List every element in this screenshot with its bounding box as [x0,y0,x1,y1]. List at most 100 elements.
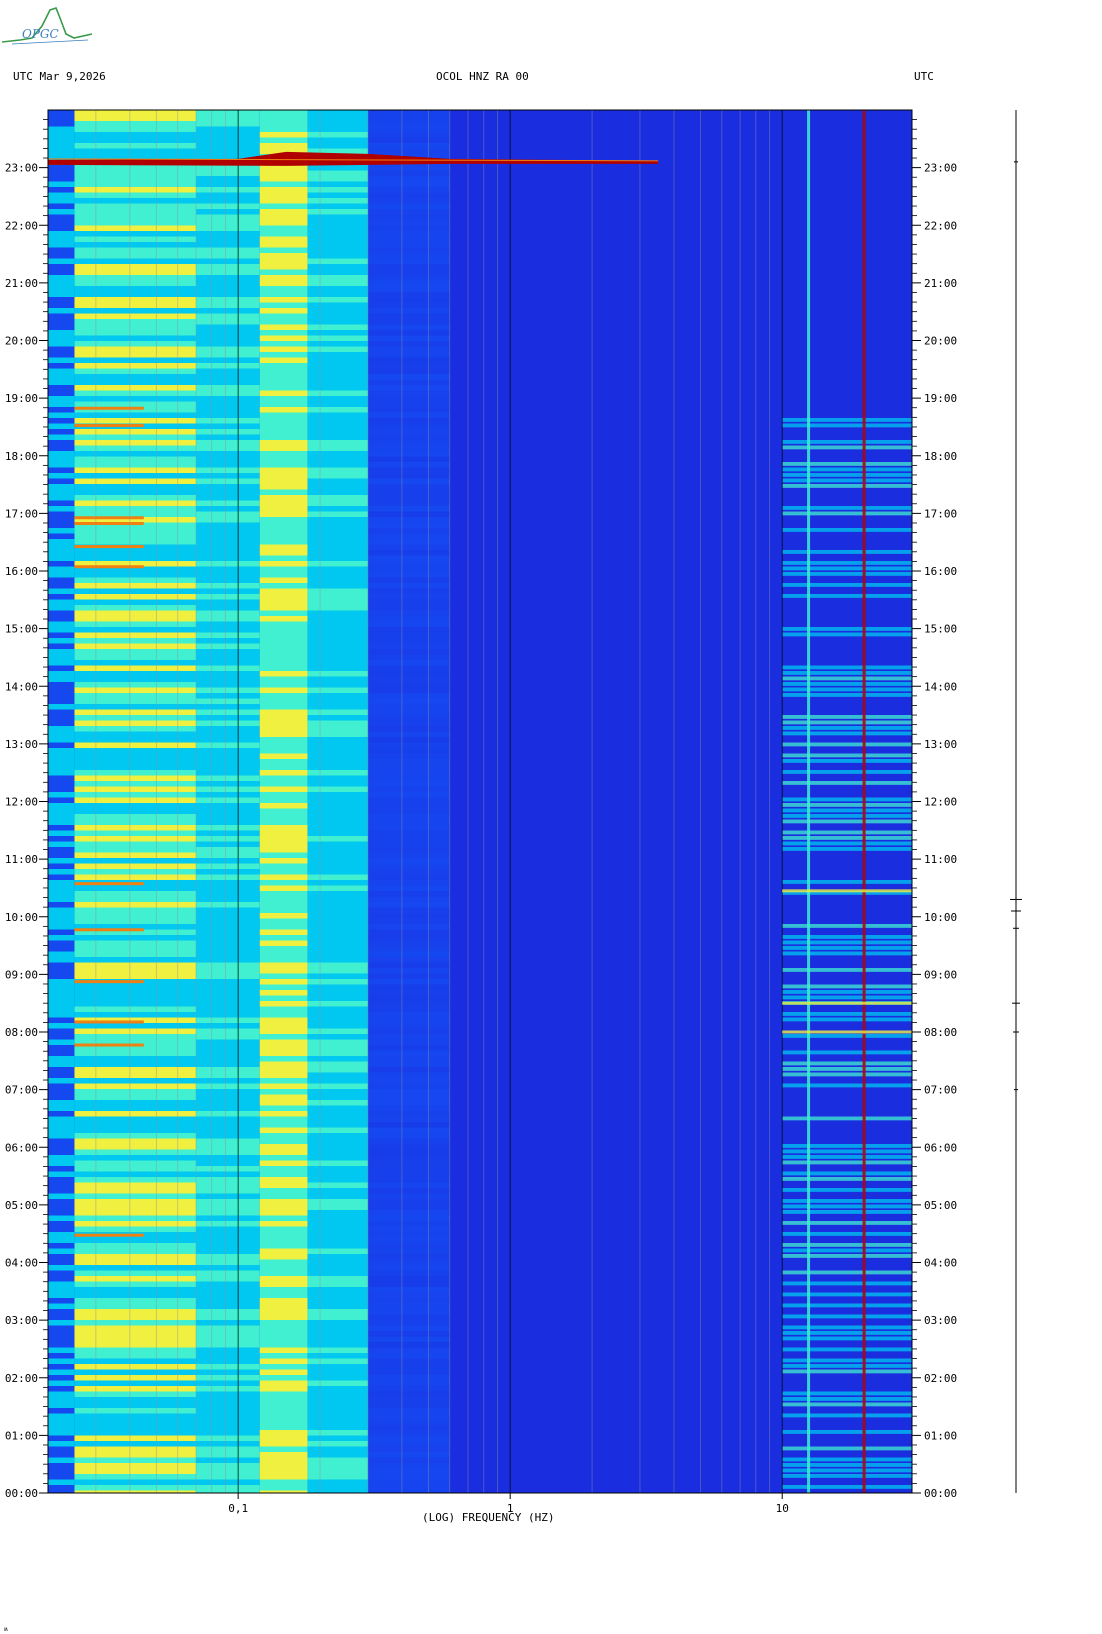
lf-edge-row [48,660,75,666]
lf-edge-row [48,797,75,803]
mid-band-row [367,319,450,325]
lf-edge-row [48,1122,75,1128]
microseism-tail-row [307,1342,368,1348]
microseism-row [259,830,308,836]
lf-noise-row [74,1369,197,1375]
lf-transition-row [196,698,260,704]
mid-band-row [367,539,450,545]
mid-band-row [367,357,450,363]
lf-noise-row [74,1320,197,1326]
mid-band-row [367,110,450,116]
microseism-tail-row [307,1358,368,1364]
microseism-row [259,1331,308,1337]
mid-band-row [367,451,450,457]
lf-transition-row [196,357,260,363]
y-tick-label-right: 04:00 [924,1257,957,1270]
mid-band-row [367,830,450,836]
mid-band-row [367,951,450,957]
microseism-row [259,1424,308,1430]
microseism-row [259,297,308,303]
microseism-row [259,1127,308,1133]
lf-transition-row [196,704,260,710]
lf-edge-row [48,231,75,237]
microseism-tail-row [307,115,368,121]
y-tick-label: 10:00 [5,911,38,924]
cultural-noise-row [782,1391,912,1396]
lf-edge-row [48,1490,75,1493]
lf-edge-row [48,1188,75,1194]
mid-band-row [367,907,450,913]
time-zone-right-label: UTC [914,70,934,83]
microseism-tail-row [307,1303,368,1309]
mid-band-row [367,753,450,759]
hf-burst-row [782,1001,912,1005]
microseism-tail-row [307,126,368,132]
lf-noise-row [74,1193,197,1199]
microseism-row [259,1105,308,1111]
lf-transition-row [196,973,260,979]
microseism-tail-row [307,561,368,567]
lf-edge-row [48,148,75,154]
lf-edge-row [48,319,75,325]
microseism-tail-row [307,511,368,517]
lf-transition-row [196,1468,260,1474]
microseism-row [259,495,308,501]
mid-band-row [367,891,450,897]
lf-edge-row [48,1386,75,1392]
microseism-tail-row [307,863,368,869]
lf-noise-row [74,302,197,308]
strong-lf-row [74,516,144,520]
microseism-tail-row [307,1061,368,1067]
microseism-row [259,1243,308,1249]
cultural-noise-row [782,1325,912,1330]
lf-edge-row [48,1353,75,1359]
lf-transition-row [196,1089,260,1095]
microseism-tail-row [307,946,368,952]
mid-band-row [367,522,450,528]
lf-edge-row [48,1182,75,1188]
mid-band-row [367,924,450,930]
microseism-tail-row [307,1215,368,1221]
y-tick-label: 06:00 [5,1141,38,1154]
mid-band-row [367,1446,450,1452]
lf-noise-row [74,1226,197,1232]
lf-noise-row [74,280,197,286]
mid-band-row [367,770,450,776]
microseism-row [259,555,308,561]
microseism-row [259,280,308,286]
lf-noise-row [74,616,197,622]
microseism-row [259,1325,308,1331]
lf-edge-row [48,154,75,160]
mid-band-row [367,1463,450,1469]
microseism-row [259,781,308,787]
lf-transition-row [196,385,260,391]
cultural-noise-row [782,572,912,576]
mid-band-row [367,803,450,809]
lf-noise-row [74,951,197,957]
lf-transition-row [196,737,260,743]
mid-band-row [367,935,450,941]
microseism-tail-row [307,786,368,792]
microseism-row [259,451,308,457]
lf-noise-row [74,341,197,347]
microseism-row [259,1034,308,1040]
microseism-tail-row [307,1353,368,1359]
cultural-noise-row [782,1463,912,1467]
lf-transition-row [196,209,260,215]
lf-noise-row [74,148,197,154]
microseism-row [259,473,308,479]
microseism-row [259,390,308,396]
x-tick-label: 0,1 [228,1502,248,1515]
lf-noise-row [74,1001,197,1007]
lf-noise-row [74,1116,197,1122]
y-tick-label-right: 03:00 [924,1314,957,1327]
lf-noise-row [74,1342,197,1348]
lf-edge-row [48,1127,75,1133]
strong-lf-row [74,1020,144,1024]
lf-transition-row [196,594,260,600]
lf-edge-row [48,291,75,297]
lf-transition-row [196,1034,260,1040]
lf-noise-row [74,181,197,187]
mid-band-row [367,341,450,347]
lf-transition-row [196,907,260,913]
